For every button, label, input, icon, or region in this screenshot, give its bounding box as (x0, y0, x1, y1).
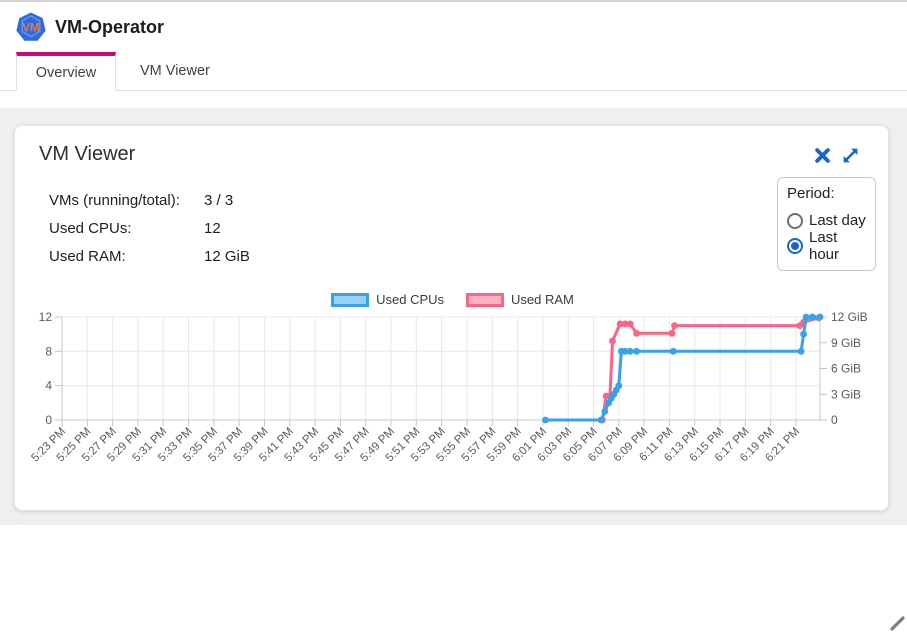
period-selector: Period: Last day Last hour (777, 177, 876, 271)
stat-label: Used RAM: (49, 247, 126, 265)
tab-content-strip (0, 92, 907, 108)
radio-icon[interactable] (787, 212, 803, 229)
ram-legend-swatch (466, 292, 505, 307)
legend-item-used-ram[interactable]: Used RAM (466, 292, 574, 307)
tab-bar: Overview VM Viewer (0, 52, 907, 91)
cpu-legend-swatch (331, 292, 370, 307)
vm-operator-logo-icon: VM (16, 12, 46, 41)
stat-row-cpus: Used CPUs: 12 (49, 214, 250, 242)
tab-vm-viewer[interactable]: VM Viewer (140, 63, 210, 79)
stat-value: 3 / 3 (204, 191, 234, 209)
page-root: { "header": { "title": "VM-Operator", "l… (0, 0, 907, 525)
chart-legend: Used CPUs Used RAM (15, 292, 890, 307)
stat-value: 12 (204, 219, 221, 237)
vm-stats: VMs (running/total): 3 / 3 Used CPUs: 12… (49, 186, 250, 270)
stat-label: VMs (running/total): (49, 191, 180, 209)
svg-text:VM: VM (22, 23, 39, 35)
stat-row-ram: Used RAM: 12 GiB (49, 242, 250, 270)
stat-value: 12 GiB (204, 247, 250, 265)
radio-icon[interactable] (787, 237, 803, 254)
stat-label: Used CPUs: (49, 219, 132, 237)
legend-item-used-cpus[interactable]: Used CPUs (331, 292, 444, 307)
close-icon[interactable] (812, 145, 832, 165)
radio-last-day[interactable]: Last day (787, 208, 866, 233)
vm-viewer-card: VM Viewer VMs (running/total): 3 / 3 Use… (14, 125, 905, 631)
card-header-actions (812, 145, 860, 165)
period-label: Period: (787, 185, 835, 202)
app-header: VM VM-Operator (0, 2, 907, 52)
card-title: VM Viewer (39, 143, 136, 165)
window-top-border (0, 0, 907, 2)
app-title: VM-Operator (55, 16, 165, 37)
stat-row-vms: VMs (running/total): 3 / 3 (49, 186, 250, 214)
tab-overview[interactable]: Overview (16, 52, 116, 91)
card-resize-handle[interactable] (887, 612, 907, 634)
radio-last-hour[interactable]: Last hour (787, 229, 866, 263)
expand-icon[interactable] (840, 145, 860, 165)
